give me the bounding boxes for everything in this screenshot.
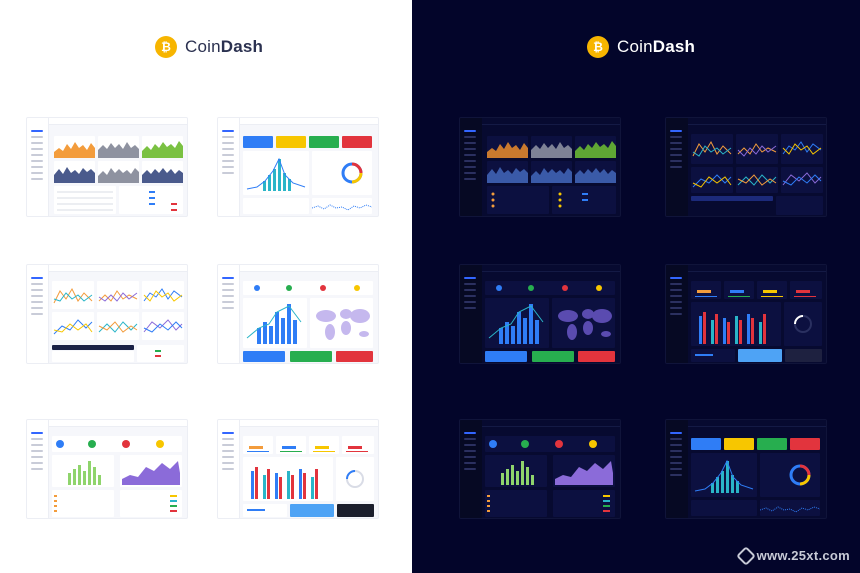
thumb-light-price-charts[interactable]: [27, 118, 187, 216]
brand-dark: ₿ CoinDash: [587, 36, 695, 58]
brand-light: ₿ CoinDash: [155, 36, 263, 58]
light-theme-panel: ₿ CoinDash: [0, 0, 412, 573]
thumb-dark-line-overview[interactable]: [666, 118, 826, 216]
thumb-dark-stat-tiles[interactable]: [666, 420, 826, 518]
brand-name: CoinDash: [617, 37, 696, 56]
thumb-dark-columns-weather[interactable]: [666, 265, 826, 363]
bitcoin-coin-icon: ₿: [155, 36, 177, 58]
thumb-light-columns-weather[interactable]: [218, 420, 378, 518]
thumb-dark-world-map[interactable]: [460, 265, 620, 363]
thumb-light-world-map[interactable]: [218, 265, 378, 363]
brand-name: CoinDash: [185, 37, 264, 56]
thumb-light-stat-tiles[interactable]: [218, 118, 378, 216]
thumb-dark-price-charts[interactable]: [460, 118, 620, 216]
thumb-dark-bar-area[interactable]: [460, 420, 620, 518]
dark-theme-panel: ₿ CoinDash: [412, 0, 860, 573]
bitcoin-coin-icon: ₿: [587, 36, 609, 58]
watermark: www.25xt.com: [735, 545, 850, 566]
thumb-light-line-charts[interactable]: [27, 265, 187, 363]
watermark-logo-icon: [735, 545, 756, 566]
thumb-light-bar-area[interactable]: [27, 420, 187, 518]
